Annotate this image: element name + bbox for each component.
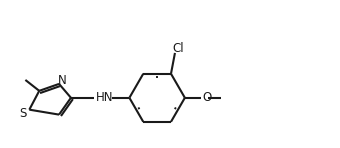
Text: N: N [58, 74, 67, 87]
Text: Cl: Cl [172, 42, 184, 56]
Text: S: S [19, 107, 27, 120]
Text: HN: HN [96, 91, 113, 104]
Text: O: O [202, 91, 211, 104]
